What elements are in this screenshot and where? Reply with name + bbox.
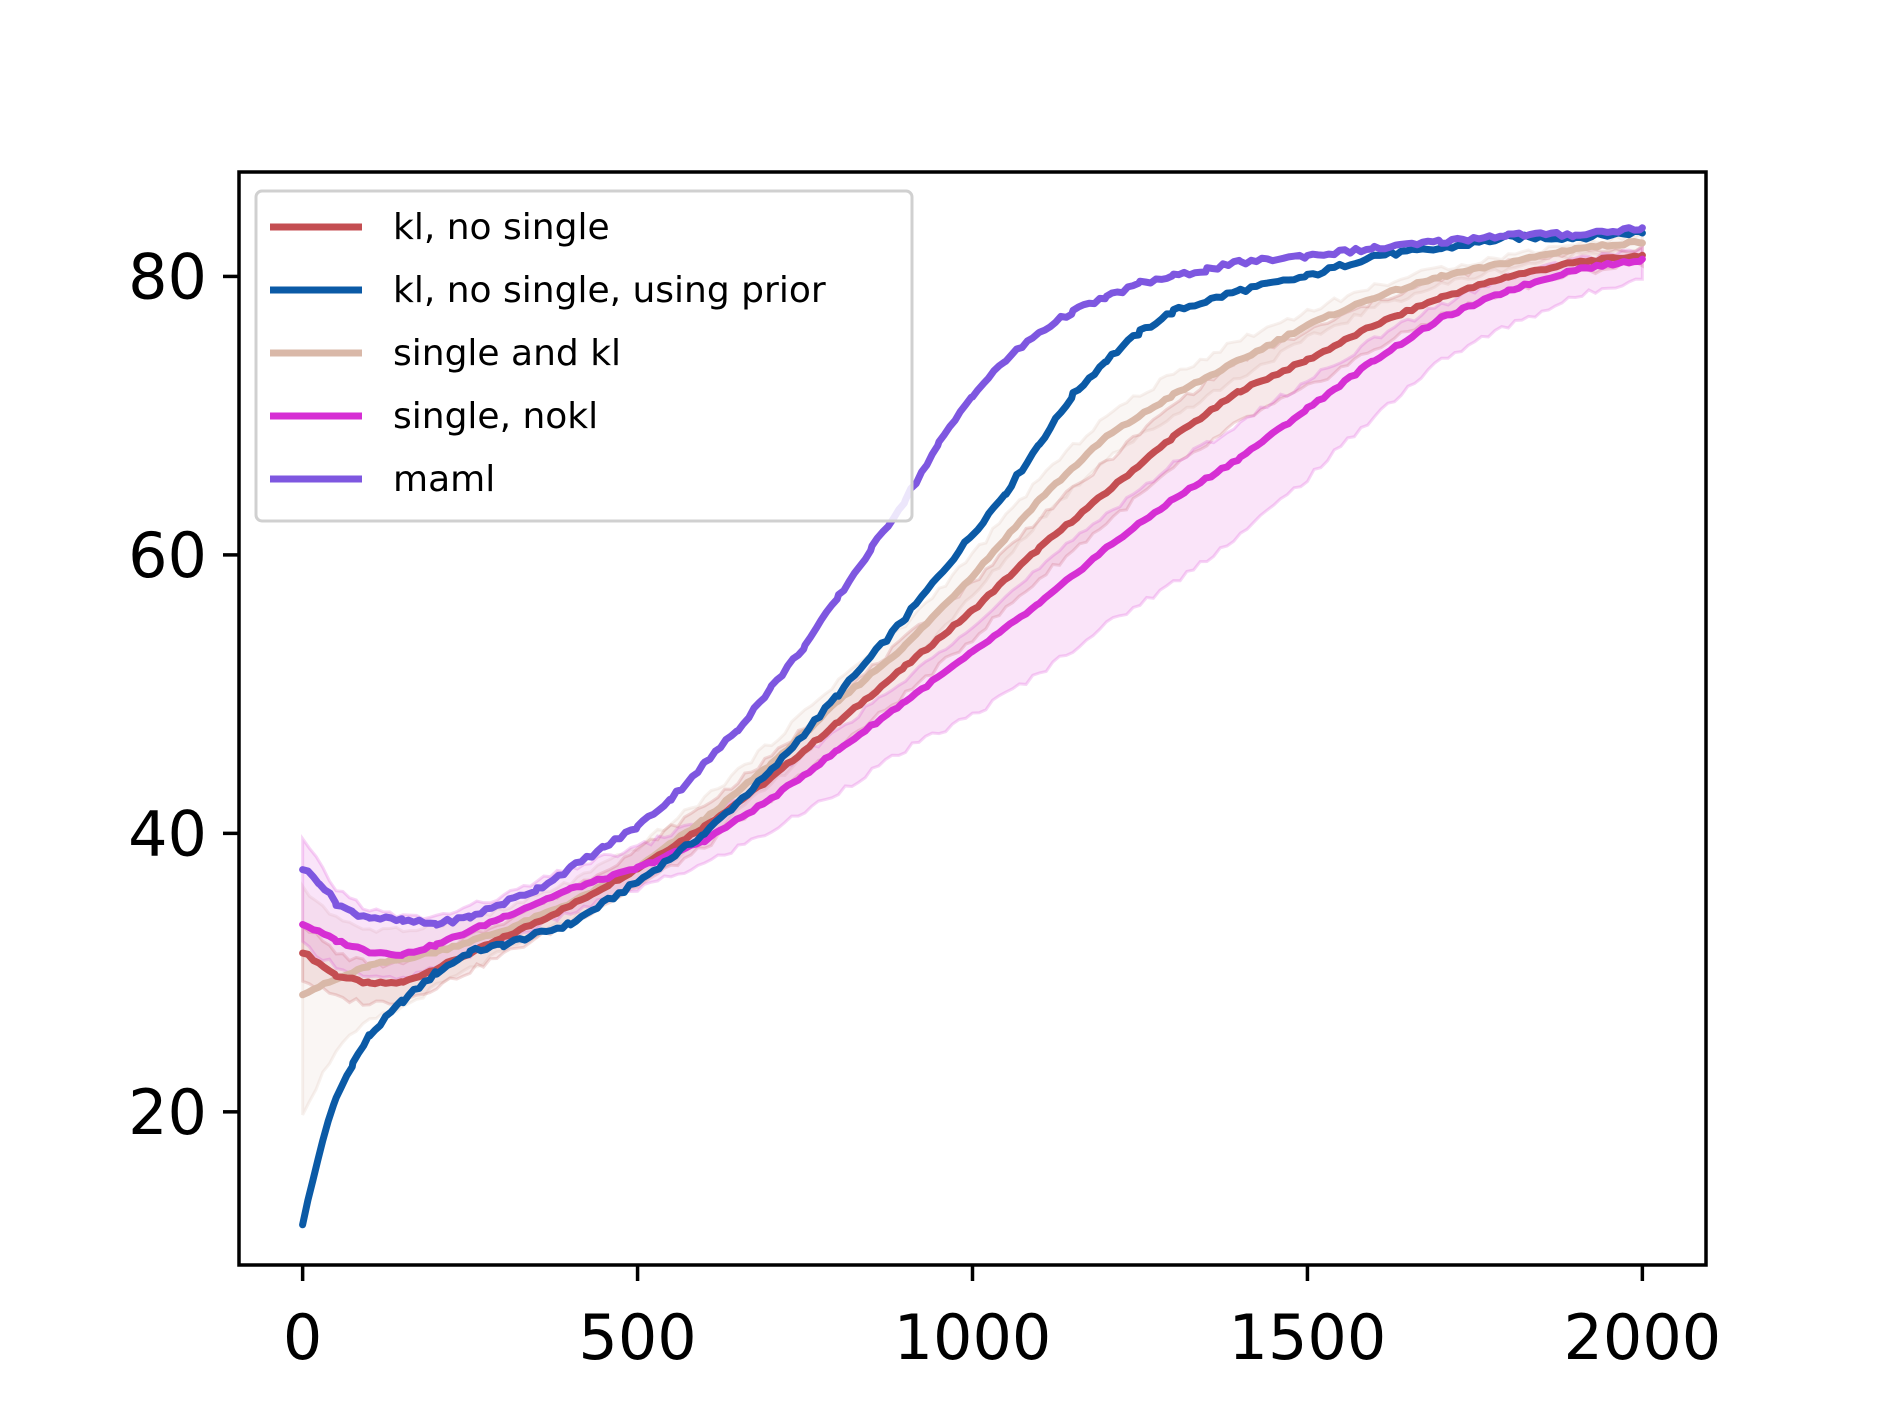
- x-axis: 0 500 1000 1500 2000: [283, 1265, 1721, 1374]
- x-tick-label: 500: [578, 1301, 696, 1374]
- x-tick-label: 0: [283, 1301, 322, 1374]
- legend-label-kl-no-single: kl, no single: [393, 207, 610, 248]
- y-tick-label: 20: [128, 1076, 207, 1149]
- legend-box: [254, 189, 914, 523]
- legend-label-single-nokl: single, nokl: [393, 396, 598, 437]
- y-tick-label: 80: [128, 240, 207, 313]
- y-axis: 20 40 60 80: [128, 240, 239, 1149]
- series-line-single-and-kl: [299, 238, 1646, 999]
- x-tick-label: 1000: [894, 1301, 1052, 1374]
- legend-label-kl-no-single-using-prior: kl, no single, using prior: [393, 270, 826, 311]
- series-line-maml: [299, 224, 1646, 929]
- legend-label-single-and-kl: single and kl: [393, 333, 621, 374]
- y-tick-label: 60: [128, 519, 207, 592]
- series-line-kl-no-single: [299, 251, 1646, 988]
- legend: kl, no single kl, no single, using prior s…: [254, 189, 914, 523]
- legend-label-maml: maml: [393, 459, 495, 500]
- y-tick-label: 40: [128, 797, 207, 870]
- series-lines: [299, 224, 1646, 1229]
- series-line-single-nokl: [299, 255, 1646, 959]
- series-line-kl-no-single-using-prior: [299, 227, 1646, 1229]
- x-tick-label: 1500: [1229, 1301, 1387, 1374]
- x-tick-label: 2000: [1563, 1301, 1721, 1374]
